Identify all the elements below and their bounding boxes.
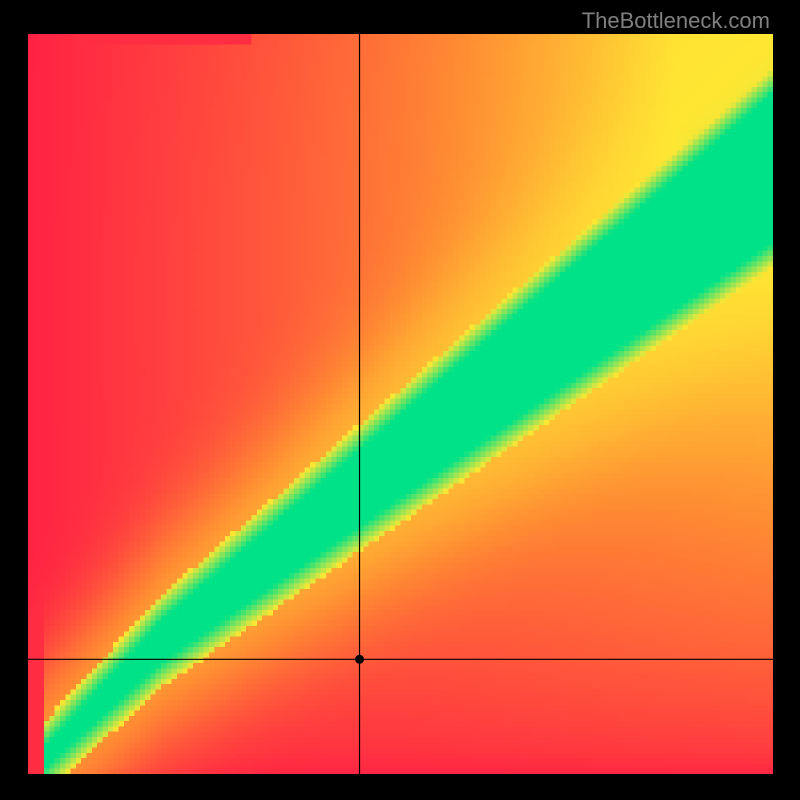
plot-area (28, 34, 773, 774)
chart-container: TheBottleneck.com (0, 0, 800, 800)
heatmap-canvas (28, 34, 773, 774)
watermark-text: TheBottleneck.com (582, 8, 770, 34)
